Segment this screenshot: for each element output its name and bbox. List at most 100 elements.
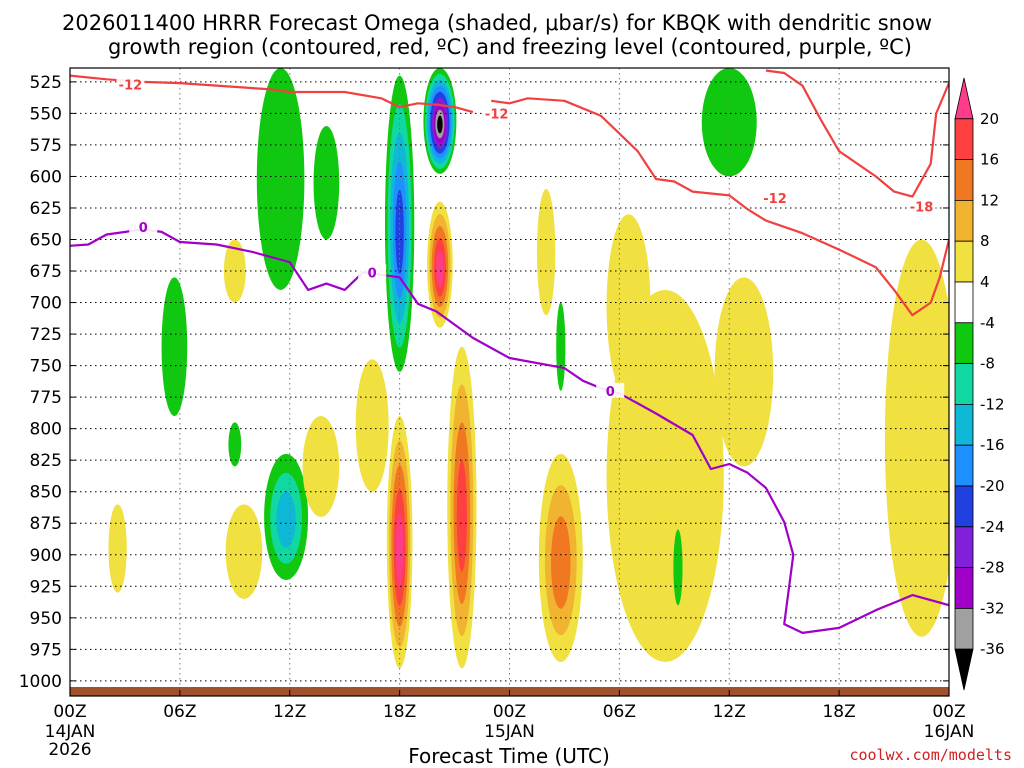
omega-patch-8 <box>536 189 556 316</box>
omega-level-4 <box>884 239 949 637</box>
omega-region-5 <box>447 346 477 669</box>
y-axis: 525 550 575 600 625 650 675 700 725 750 775 800 825 8… <box>19 73 949 692</box>
y-tick-label: 600 <box>30 167 62 187</box>
x-tick-label: 06Z <box>163 702 196 722</box>
x-tick-label: 00Z <box>493 702 526 722</box>
colorbar-label: -12 <box>980 395 1005 413</box>
omega-level-6 <box>256 68 305 290</box>
omega-ascent-4 <box>673 529 683 606</box>
x-tick-date: 15JAN <box>484 722 535 742</box>
omega-level-4 <box>355 359 389 492</box>
colorbar-swatch <box>954 363 974 405</box>
colorbar: 20 16 12 8 4 -4 -8 -12 -16 -20 -24 -28 -32 -36 <box>954 77 1005 691</box>
omega-patch-7 <box>302 416 340 517</box>
colorbar-label: 12 <box>980 191 999 209</box>
omega-region-6 <box>427 201 453 328</box>
omega-level-4 <box>302 416 340 517</box>
y-tick-label: 775 <box>30 388 62 408</box>
omega-patch-3 <box>355 359 389 492</box>
omega-level-1 <box>456 459 467 572</box>
x-tick-date: 14JAN <box>45 722 96 742</box>
omega-level-4 <box>606 214 651 398</box>
x-tick-date: 16JAN <box>924 722 975 742</box>
omega-level-2 <box>551 516 571 609</box>
colorbar-swatch <box>954 240 974 283</box>
colorbar-label: -8 <box>980 355 995 373</box>
omega-level-8 <box>276 491 296 548</box>
x-tick-label: 00Z <box>932 702 965 722</box>
omega-patch-1 <box>606 214 651 398</box>
omega-level-0 <box>436 250 444 287</box>
x-tick-label: 12Z <box>273 702 306 722</box>
grid <box>70 68 949 696</box>
colorbar-swatch <box>954 159 974 201</box>
y-tick-label: 625 <box>30 199 62 219</box>
omega-ascent-5 <box>228 422 242 467</box>
omega-level-4 <box>536 189 556 316</box>
contour-label: -12 <box>119 78 143 93</box>
y-tick-label: 900 <box>30 546 62 566</box>
contour-label-bg <box>482 105 511 121</box>
colorbar-swatch <box>954 281 974 324</box>
omega-region-2 <box>264 453 309 580</box>
omega-region-1 <box>423 68 457 174</box>
omega-ascent-0 <box>256 68 305 290</box>
y-tick-label: 550 <box>30 104 62 124</box>
colorbar-label: 16 <box>980 151 999 169</box>
contour-label-bg <box>129 218 158 234</box>
y-tick-label: 575 <box>30 136 62 156</box>
colorbar-label: 4 <box>980 273 990 291</box>
omega-region-8 <box>884 239 949 637</box>
contour-label: 0 <box>139 221 148 236</box>
x-tick-label: 12Z <box>713 702 746 722</box>
contour-label: -12 <box>763 192 787 207</box>
omega-level-14 <box>437 115 443 134</box>
colorbar-label: -36 <box>980 640 1005 658</box>
contour-label-bg <box>761 189 790 205</box>
colorbar-swatch <box>954 322 974 364</box>
colorbar-label: -16 <box>980 436 1005 454</box>
plot-frame <box>69 67 950 697</box>
omega-level-4 <box>108 504 127 593</box>
x-tick-year: 2026 <box>48 740 91 760</box>
colorbar-swatch <box>954 77 974 120</box>
contour-label: 0 <box>368 266 377 281</box>
colorbar-swatch <box>954 403 974 446</box>
chart-title-line-1: 2026011400 HRRR Forecast Omega (shaded, … <box>62 11 932 35</box>
contour-line-2 <box>765 69 949 198</box>
omega-level-10 <box>395 189 404 275</box>
x-tick-label: 00Z <box>53 702 86 722</box>
omega-level-6 <box>556 302 566 391</box>
y-tick-label: 925 <box>30 577 62 597</box>
omega-level-6 <box>701 68 757 177</box>
contour-label-bg <box>358 264 387 280</box>
colorbar-swatch <box>954 118 974 161</box>
omega-patch-2 <box>714 277 774 467</box>
x-axis-label: Forecast Time (UTC) <box>408 744 610 768</box>
contour-label: -18 <box>910 201 934 216</box>
y-tick-label: 950 <box>30 609 62 629</box>
colorbar-label: -28 <box>980 559 1005 577</box>
omega-ascent-3 <box>556 302 566 391</box>
y-tick-label: 875 <box>30 514 62 534</box>
y-tick-label: 675 <box>30 262 62 282</box>
colorbar-swatch <box>954 526 974 568</box>
omega-level-4 <box>714 277 774 467</box>
omega-region-7 <box>538 453 583 662</box>
y-tick-label: 850 <box>30 483 62 503</box>
y-tick-label: 750 <box>30 357 62 377</box>
omega-level-4 <box>225 504 263 599</box>
y-tick-label: 800 <box>30 420 62 440</box>
y-tick-label: 825 <box>30 451 62 471</box>
y-tick-label: 1000 <box>19 672 62 692</box>
omega-level-6 <box>673 529 683 606</box>
colorbar-label: -24 <box>980 518 1005 536</box>
contour-labels: -12 -12 -12 -18 0 0 0 <box>116 76 936 400</box>
omega-level-6 <box>228 422 242 467</box>
omega-shading <box>108 68 949 669</box>
omega-region-3 <box>161 277 188 417</box>
colorbar-label: -4 <box>980 314 995 332</box>
omega-level-6 <box>313 126 340 240</box>
chart-title-line-2: growth region (contoured, red, ºC) and f… <box>108 35 912 59</box>
